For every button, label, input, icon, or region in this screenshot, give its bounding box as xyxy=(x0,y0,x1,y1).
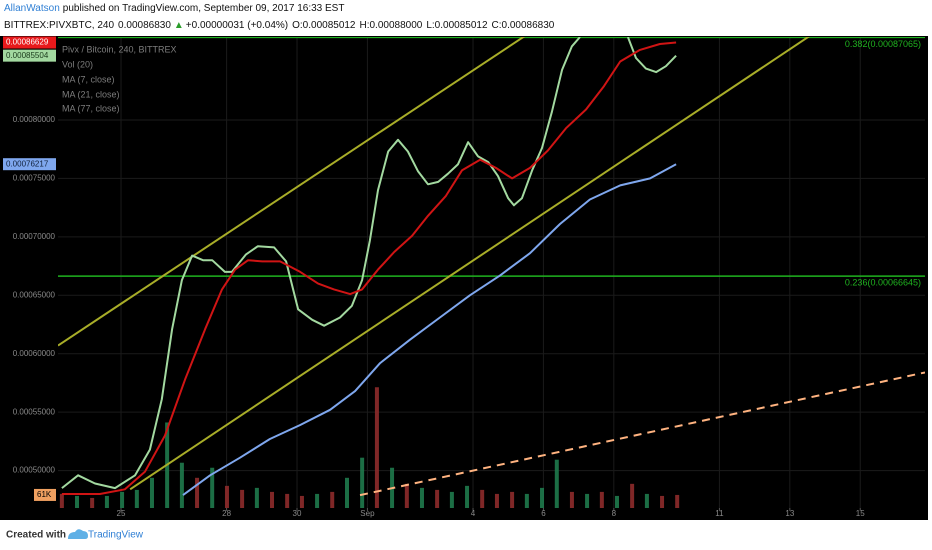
price-tag xyxy=(3,49,56,62)
x-tick-label: 15 xyxy=(856,509,865,518)
volume-bar xyxy=(585,493,590,508)
volume-tag-label: 61K xyxy=(37,490,52,499)
volume-bar xyxy=(254,487,259,508)
volume-bar xyxy=(240,489,245,508)
volume-bar xyxy=(179,462,184,508)
volume-bar xyxy=(569,491,574,508)
ma-line xyxy=(61,37,677,490)
trend-line xyxy=(359,371,925,497)
x-tick-label: 30 xyxy=(293,509,302,518)
y-tick-label: 0.00075000 xyxy=(13,174,56,183)
volume-bar xyxy=(360,457,365,508)
volume-bar xyxy=(59,493,64,508)
high: H:0.00088000 xyxy=(360,20,423,31)
x-tick-label: 25 xyxy=(117,509,126,518)
volume-bar xyxy=(90,497,95,508)
volume-bar xyxy=(210,467,215,508)
price-tag xyxy=(3,36,56,49)
x-tick-label: 4 xyxy=(471,509,476,518)
y-tick-label: 0.00065000 xyxy=(13,290,56,299)
volume-bar xyxy=(134,489,139,508)
legend-entry: Vol (20) xyxy=(62,59,93,69)
price-tag-label: 0.00076217 xyxy=(6,159,49,168)
price-tag-label: 0.00086629 xyxy=(6,38,49,47)
x-tick-label: 28 xyxy=(222,509,231,518)
ma-line xyxy=(61,41,677,495)
volume-bar xyxy=(330,491,335,508)
y-tick-label: 0.00060000 xyxy=(13,349,56,358)
volume-bar xyxy=(435,489,440,508)
volume-bar xyxy=(614,495,619,508)
price-tag xyxy=(3,158,56,171)
last-price: 0.00086830 xyxy=(118,20,171,31)
price-tag-label: 0.00085504 xyxy=(6,51,49,60)
legend-entry: MA (7, close) xyxy=(62,74,115,84)
published: published on TradingView.com, September … xyxy=(63,3,345,14)
volume-bar xyxy=(120,491,125,508)
close: C:0.00086830 xyxy=(492,20,555,31)
y-tick-label: 0.00070000 xyxy=(13,232,56,241)
brand-logo[interactable] xyxy=(68,529,88,539)
volume-bar xyxy=(524,493,529,508)
volume-bar xyxy=(75,495,80,508)
legend-entry: MA (21, close) xyxy=(62,89,120,99)
volume-bar xyxy=(630,483,635,508)
y-tick-label: 0.00055000 xyxy=(13,407,56,416)
volume-bar xyxy=(494,493,499,508)
plot xyxy=(58,37,925,508)
y-tick-label: 0.00080000 xyxy=(13,115,56,124)
trend-line xyxy=(129,37,810,491)
header-line: AllanWatson published on TradingView.com,… xyxy=(4,3,344,14)
footer-brand[interactable]: TradingView xyxy=(88,530,144,541)
legend-entry: MA (77, close) xyxy=(62,103,120,113)
volume-bar xyxy=(540,487,545,508)
volume-bar xyxy=(465,485,470,508)
axes: 0.00050000 0.00055000 0.00060000 0.00065000… xyxy=(3,36,921,518)
volume-tag xyxy=(34,488,56,501)
volume-bar xyxy=(315,493,320,508)
chart-background xyxy=(0,36,928,520)
ma-line xyxy=(182,163,677,496)
open: O:0.00085012 xyxy=(292,20,356,31)
symbol-line: BITTREX:PIVXBTC, 240 0.00086830 ▲ +0.000000… xyxy=(4,20,555,31)
volume-bar xyxy=(554,459,559,508)
volume-bar xyxy=(644,493,649,508)
volume-bar xyxy=(480,489,485,508)
grid xyxy=(58,37,925,508)
volume-bar xyxy=(510,491,515,508)
volume-bar xyxy=(419,487,424,508)
x-tick-label: 8 xyxy=(612,509,617,518)
x-tick-label: 13 xyxy=(785,509,794,518)
x-tick-label: 6 xyxy=(541,509,546,518)
x-tick-label: Sep xyxy=(360,509,375,518)
volume-bar xyxy=(270,491,275,508)
volume-bar xyxy=(104,495,109,508)
volume-bar xyxy=(224,485,229,508)
volume-bar xyxy=(675,494,680,508)
fib-label: 0.236(0.00066645) xyxy=(845,277,921,287)
change: +0.00000031 (+0.04%) xyxy=(186,20,288,31)
low: L:0.00085012 xyxy=(426,20,488,31)
legend-title: Pivx / Bitcoin, 240, BITTREX xyxy=(62,44,177,54)
volume-bar xyxy=(404,483,409,508)
volume-bar xyxy=(149,477,154,508)
volume-bar xyxy=(374,387,379,508)
volume-bar xyxy=(299,495,304,508)
volume-bar xyxy=(285,493,290,508)
fib-label: 0.382(0.00087065) xyxy=(845,39,921,49)
y-tick-label: 0.00050000 xyxy=(13,466,56,475)
volume-bar xyxy=(449,491,454,508)
x-tick-label: 11 xyxy=(715,509,724,518)
symbol: BITTREX:PIVXBTC, 240 xyxy=(4,20,114,31)
volume-bar xyxy=(345,477,349,508)
volume-bar xyxy=(599,491,604,508)
trend-line xyxy=(58,37,526,347)
volume-bar xyxy=(660,495,665,508)
author[interactable]: AllanWatson xyxy=(4,3,60,14)
footer-created: Created with xyxy=(6,530,66,541)
arrow: ▲ xyxy=(174,20,184,31)
volume-bar xyxy=(195,477,200,508)
